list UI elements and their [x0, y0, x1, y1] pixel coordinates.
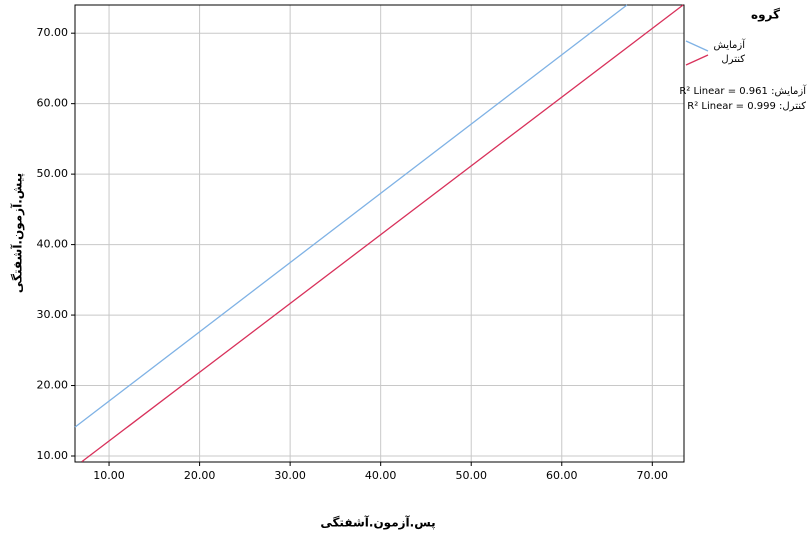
x-tick-label: 50.00 [455, 469, 487, 482]
plot-border [74, 4, 685, 463]
x-axis-label: پس.آزمون.آشفتگی [320, 515, 435, 531]
legend-label: آزمایش [713, 38, 746, 51]
x-tick-label: 10.00 [93, 469, 125, 482]
fit-line [81, 4, 684, 463]
x-tick-label: 60.00 [546, 469, 578, 482]
y-axis-label: پیش.آزمون.آشفتگی [10, 173, 26, 293]
y-tick-label: 40.00 [37, 238, 69, 251]
x-tick-label: 20.00 [184, 469, 216, 482]
legend-swatch [685, 54, 709, 66]
x-tick-label: 30.00 [274, 469, 306, 482]
x-tick-label: 40.00 [365, 469, 397, 482]
x-tick-label: 70.00 [637, 469, 669, 482]
legend-title: گروه [751, 8, 780, 23]
y-tick-label: 10.00 [37, 449, 69, 462]
y-tick-label: 20.00 [37, 379, 69, 392]
r2-annotation: آزمایش: R² Linear = 0.961 [679, 84, 807, 97]
fit-line [74, 4, 628, 428]
y-tick-label: 60.00 [37, 97, 69, 110]
legend-label: کنترل [721, 54, 745, 65]
r2-annotation: کنترل: R² Linear = 0.999 [687, 101, 806, 112]
y-tick-label: 30.00 [37, 308, 69, 321]
y-tick-label: 50.00 [37, 167, 69, 180]
y-tick-label: 70.00 [37, 26, 69, 39]
legend-swatch [685, 40, 709, 52]
